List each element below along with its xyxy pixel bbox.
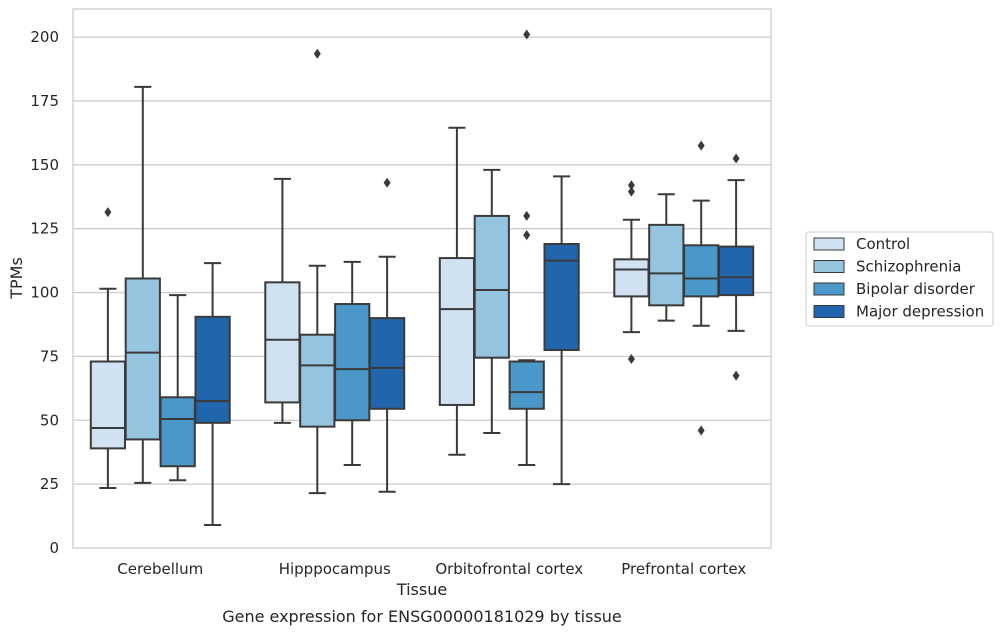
legend: Control Schizophrenia Bipolar disorder Majo… — [805, 231, 994, 327]
outlier-point — [732, 153, 740, 164]
legend-frame — [805, 231, 994, 327]
plot-area-frame — [72, 8, 772, 549]
outlier-point — [383, 177, 391, 188]
outlier-point — [697, 425, 705, 436]
legend-swatch — [813, 260, 845, 273]
legend-label: Control — [856, 235, 910, 253]
outlier-point — [104, 207, 112, 218]
y-tick-label: 125 — [30, 220, 59, 238]
box-iqr — [264, 281, 301, 404]
box-schizophrenia — [124, 85, 161, 484]
box-iqr — [124, 277, 161, 441]
box-iqr — [648, 223, 685, 307]
outlier-point — [732, 370, 740, 381]
y-tick-label: 50 — [40, 411, 59, 429]
y-tick-label: 0 — [49, 539, 59, 557]
box-series — [89, 29, 755, 527]
legend-label: Schizophrenia — [856, 258, 961, 276]
x-tick-label: Orbitofrontal cortex — [435, 560, 583, 578]
box-iqr — [717, 245, 755, 297]
box-iqr — [299, 333, 336, 428]
box-control — [613, 180, 650, 364]
box-control — [264, 177, 301, 424]
legend-label: Major depression — [856, 303, 984, 321]
outlier-point — [627, 186, 635, 197]
box-bipolar-disorder — [508, 29, 545, 466]
x-tick-label: Cerebellum — [117, 560, 203, 578]
box-iqr — [159, 396, 196, 468]
legend-swatch — [813, 305, 845, 318]
chart-caption: Gene expression for ENSG00000181029 by t… — [222, 607, 622, 626]
box-iqr — [334, 303, 371, 422]
box-schizophrenia — [299, 48, 336, 495]
box-major-depression — [543, 175, 580, 486]
y-tick-label: 175 — [30, 92, 59, 110]
outlier-point — [523, 210, 531, 221]
box-schizophrenia — [473, 168, 510, 435]
box-iqr — [368, 317, 406, 410]
y-axis-label: TPMs — [7, 257, 26, 300]
box-bipolar-disorder — [159, 294, 196, 482]
box-schizophrenia — [648, 193, 685, 322]
box-iqr — [508, 360, 545, 410]
x-tick-label: Prefrontal cortex — [621, 560, 746, 578]
box-iqr — [543, 243, 580, 352]
outlier-point — [523, 230, 531, 241]
legend-swatch — [813, 282, 845, 296]
box-iqr — [89, 360, 127, 450]
legend-swatch — [813, 237, 845, 251]
box-iqr — [683, 244, 720, 298]
box-bipolar-disorder — [334, 260, 371, 466]
box-iqr — [613, 258, 650, 298]
outlier-point — [627, 180, 635, 191]
box-control — [89, 207, 127, 489]
x-tick-labels: Cerebellum Hipppocampus Orbitofrontal cort… — [117, 560, 746, 578]
x-tick-label: Hipppocampus — [279, 560, 391, 578]
y-tick-label: 200 — [30, 28, 59, 46]
outlier-point — [313, 48, 321, 59]
y-tick-label: 150 — [30, 156, 59, 174]
box-major-depression — [717, 153, 755, 381]
outlier-point — [697, 140, 705, 151]
outlier-point — [523, 29, 531, 40]
y-tick-labels: 0 25 50 75 100 125 150 175 200 — [30, 28, 59, 557]
box-major-depression — [368, 177, 406, 493]
box-control — [438, 126, 476, 456]
legend-label: Bipolar disorder — [856, 280, 976, 298]
y-tick-label: 25 — [40, 475, 59, 493]
box-major-depression — [194, 262, 231, 527]
y-tick-label: 100 — [30, 284, 59, 302]
y-tick-label: 75 — [40, 347, 59, 365]
box-iqr — [194, 315, 231, 424]
box-iqr — [438, 257, 476, 406]
outlier-point — [627, 353, 635, 364]
box-bipolar-disorder — [683, 140, 720, 436]
x-axis-label: Tissue — [396, 580, 447, 599]
box-iqr — [473, 214, 510, 359]
